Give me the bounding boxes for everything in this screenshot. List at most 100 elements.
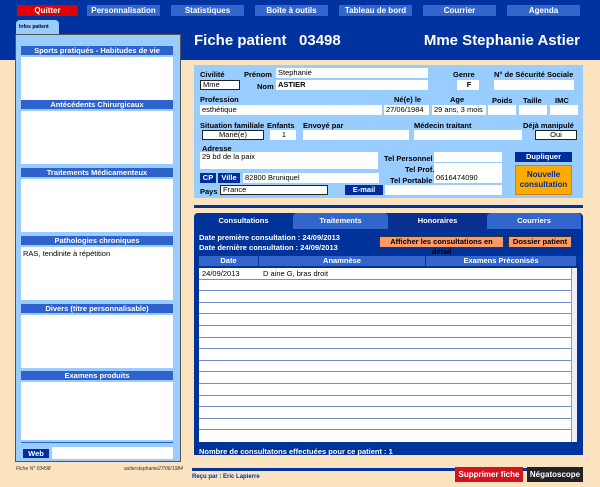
poids-field[interactable] [488,105,516,115]
secu-label: N° de Sécurité Sociale [494,70,574,79]
age-label: Age [450,95,465,104]
age-field: 29 ans, 3 mois [432,105,486,115]
birthdate-field[interactable]: 27/06/1984 [384,105,429,115]
nav-statistiques[interactable]: Statistiques [171,5,244,16]
consultation-count: Nombre de consultatons effectuées pour c… [199,447,393,456]
divider [194,205,583,208]
traitements-field[interactable] [21,179,173,232]
dossier-patient-button[interactable]: Dossier patient [508,236,572,248]
nav-tableau-de-bord[interactable]: Tableau de bord [339,5,412,16]
nav-courrier[interactable]: Courrier [423,5,496,16]
tab-infos-patient[interactable]: Infos patient [16,20,59,34]
cell-date: 24/09/2013 [202,269,240,278]
dupliquer-button[interactable]: Dupliquer [515,152,572,162]
secu-field[interactable] [494,80,574,90]
section-title: Traitements Médicamenteux [21,168,173,177]
medecin-label: Médecin traitant [414,121,472,130]
divers-field[interactable] [21,315,173,368]
nom-field[interactable]: ASTIER [276,80,428,90]
table-row[interactable] [199,349,571,361]
web-field[interactable] [52,447,173,459]
column-header-examens[interactable]: Examens Préconisés [426,256,576,266]
table-row[interactable] [199,384,571,396]
patient-ident: astierstephanie27/06/1984 [124,466,183,472]
antecedents-field[interactable] [21,111,173,164]
tel-portable-field[interactable]: 0616474090 [434,173,502,183]
nav-agenda[interactable]: Agenda [507,5,580,16]
nouvelle-consultation-button[interactable]: Nouvelle consultation [515,165,572,195]
scrollbar[interactable] [571,268,577,442]
ne-label: Né(e) le [394,95,422,104]
web-button[interactable]: Web [23,449,49,458]
sports-field[interactable] [21,57,173,106]
tab-courriers[interactable]: Courriers [487,213,581,229]
table-row[interactable] [199,303,571,315]
supprimer-fiche-button[interactable]: Supprimer fiche [455,467,523,482]
nav-boite-outils[interactable]: Boîte à outils [255,5,328,16]
civilite-select[interactable]: Mme [200,80,240,90]
genre-field[interactable]: F [457,80,479,90]
pathologies-field[interactable]: RAS, tendinite à répétition [21,247,173,300]
envoye-field[interactable] [303,130,409,140]
imc-label: IMC [555,96,569,105]
left-panel: Sports pratiqués - Habitudes de vie Anté… [15,34,181,462]
ville-button[interactable]: Ville [218,173,240,183]
deja-select[interactable]: Oui [535,130,577,140]
email-field[interactable] [385,185,502,195]
adresse-field[interactable]: 29 bd de la paix [200,152,378,169]
column-header-anamnese[interactable]: Anamnèse [259,256,425,266]
divider [21,442,173,443]
prenom-field[interactable]: Stephanie [276,68,428,78]
taille-field[interactable] [519,105,547,115]
table-row[interactable] [199,419,571,431]
first-consultation: Date première consultation : 24/09/2013 [199,233,340,242]
table-row[interactable] [199,291,571,303]
email-button[interactable]: E-mail [345,185,383,195]
section-title: Antécédents Chirurgicaux [21,100,173,109]
situation-select[interactable]: Marié(e) [202,130,264,140]
envoye-label: Envoyé par [303,121,344,130]
cp-button[interactable]: CP [200,173,216,183]
taille-label: Taille [523,96,542,105]
table-row[interactable] [199,361,571,373]
table-row[interactable] [199,372,571,384]
quit-button[interactable]: Quitter [17,5,78,16]
enfants-field[interactable]: 1 [270,130,296,140]
fiche-number: Fiche N° 03498 [16,466,51,472]
table-row[interactable]: 24/09/2013 D aine G, bras droit [199,268,571,280]
table-row[interactable] [199,314,571,326]
tab-traitements[interactable]: Traitements [293,213,388,229]
cp-ville-field[interactable]: 82800 Bruniquel [243,173,379,183]
examens-field[interactable] [21,382,173,440]
consultations-table: 24/09/2013 D aine G, bras droit [199,268,571,442]
table-row[interactable] [199,280,571,292]
profession-label: Profession [200,95,239,104]
profession-field[interactable]: esthétique [200,105,382,115]
situation-label: Situation familiale [200,121,265,130]
patient-number: 03498 [299,32,341,49]
patient-name: Mme Stephanie Astier [423,32,580,49]
tel-perso-label: Tel Personnel [384,154,433,163]
section-title: Divers (titre personnalisable) [21,304,173,313]
table-row[interactable] [199,338,571,350]
deja-label: Déjà manipulé [523,121,574,130]
enfants-label: Enfants [267,121,295,130]
section-title: Pathologies chroniques [21,236,173,245]
afficher-consultations-button[interactable]: Afficher les consultations en détail [379,236,504,256]
patient-info-panel: Civilité Mme Prénom Stephanie Nom ASTIER… [194,65,583,198]
medecin-field[interactable] [414,130,522,140]
tel-prof-field[interactable] [434,163,502,173]
table-row[interactable] [199,326,571,338]
last-consultation: Date dernière consultation : 24/09/2013 [199,243,338,252]
table-row[interactable] [199,396,571,408]
tab-honoraires[interactable]: Honoraires [390,213,485,229]
pays-select[interactable]: France [220,185,328,195]
column-header-date[interactable]: Date [199,256,258,266]
nav-personnalisation[interactable]: Personnalisation [87,5,160,16]
table-row[interactable] [199,407,571,419]
tab-consultations[interactable]: Consultations [196,213,291,229]
tel-perso-field[interactable] [434,152,502,162]
tel-port-label: Tel Portable [390,176,433,185]
negatoscope-button[interactable]: Négatoscope [527,467,583,482]
recu-par: Reçu par : Eric Lapierre [192,474,260,480]
